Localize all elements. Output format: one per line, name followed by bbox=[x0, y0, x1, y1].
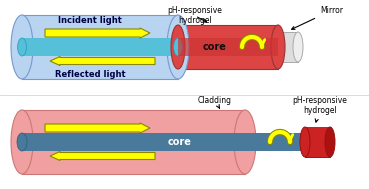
Bar bbox=[178, 25, 278, 69]
Ellipse shape bbox=[325, 127, 335, 157]
Ellipse shape bbox=[17, 133, 27, 151]
Text: core: core bbox=[168, 137, 192, 147]
Bar bbox=[22, 15, 178, 79]
Ellipse shape bbox=[293, 32, 303, 62]
Ellipse shape bbox=[173, 38, 182, 56]
Ellipse shape bbox=[273, 32, 283, 62]
Bar bbox=[178, 38, 278, 56]
Text: core: core bbox=[203, 42, 227, 52]
Ellipse shape bbox=[11, 15, 33, 79]
Ellipse shape bbox=[18, 38, 27, 56]
Ellipse shape bbox=[11, 110, 33, 174]
FancyArrow shape bbox=[45, 28, 150, 38]
FancyArrow shape bbox=[50, 152, 155, 160]
FancyArrow shape bbox=[50, 57, 155, 66]
Bar bbox=[305, 127, 330, 157]
Ellipse shape bbox=[300, 133, 310, 151]
Bar bbox=[22, 38, 178, 56]
Ellipse shape bbox=[234, 110, 256, 174]
Text: Mirror: Mirror bbox=[292, 6, 343, 29]
Bar bbox=[278, 32, 298, 62]
Text: Reflected light: Reflected light bbox=[55, 70, 125, 79]
Bar bbox=[22, 110, 245, 174]
Ellipse shape bbox=[171, 25, 185, 69]
Ellipse shape bbox=[167, 15, 189, 79]
Ellipse shape bbox=[271, 25, 285, 69]
Text: pH-responsive
hydrogel: pH-responsive hydrogel bbox=[293, 96, 348, 122]
Text: Cladding: Cladding bbox=[198, 96, 232, 108]
Bar bbox=[22, 133, 305, 151]
Text: pH-responsive
hydrogel: pH-responsive hydrogel bbox=[168, 6, 223, 25]
Ellipse shape bbox=[300, 127, 310, 157]
FancyArrow shape bbox=[45, 123, 150, 133]
Text: Incident light: Incident light bbox=[58, 16, 122, 25]
